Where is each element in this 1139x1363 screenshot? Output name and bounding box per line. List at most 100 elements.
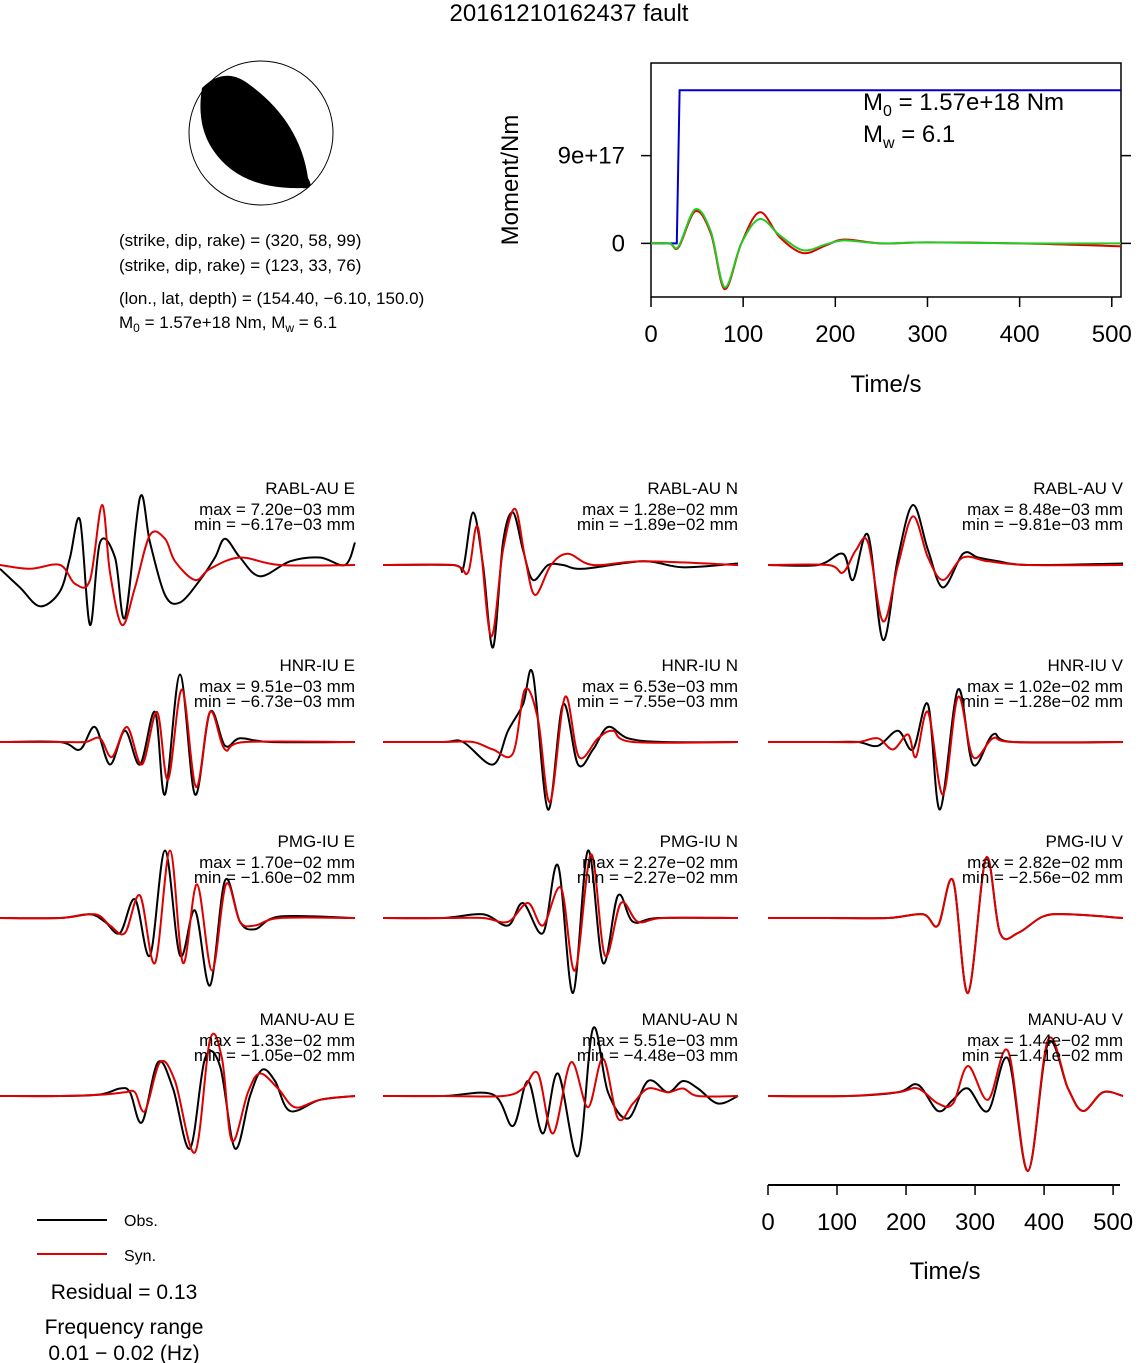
- max-amplitude: max = 2.82e−02 mm: [967, 853, 1123, 872]
- station-label: MANU-AU E: [260, 1010, 355, 1029]
- max-amplitude: max = 1.28e−02 mm: [582, 500, 738, 519]
- waveform-xlabel: Time/s: [909, 1258, 980, 1285]
- min-amplitude: min = −6.17e−03 mm: [194, 515, 355, 534]
- station-label: PMG-IU N: [660, 832, 738, 851]
- waveform-x-tick-label: 400: [1024, 1209, 1064, 1236]
- stf-x-tick-label: 400: [1000, 321, 1040, 348]
- mechanism-moment: M0 = 1.57e+18 Nm, Mw = 6.1: [119, 313, 337, 335]
- frequency-value: 0.01 − 0.02 (Hz): [48, 1342, 199, 1363]
- min-amplitude: min = −2.56e−02 mm: [962, 868, 1123, 887]
- max-amplitude: max = 8.48e−03 mm: [967, 500, 1123, 519]
- obs-trace: [382, 1026, 739, 1158]
- min-amplitude: min = −1.41e−02 mm: [962, 1046, 1123, 1065]
- obs-trace: [0, 494, 356, 627]
- beachball-compressional-quadrant: [200, 75, 311, 189]
- waveform-x-tick-label: 100: [817, 1209, 857, 1236]
- syn-trace: [382, 507, 739, 638]
- obs-trace: [0, 849, 356, 987]
- stf-ylabel: Moment/Nm: [497, 115, 524, 246]
- min-amplitude: min = −2.27e−02 mm: [577, 868, 738, 887]
- max-amplitude: max = 1.70e−02 mm: [199, 853, 355, 872]
- waveform-x-tick-label: 0: [761, 1209, 774, 1236]
- min-amplitude: min = −7.55e−03 mm: [577, 692, 738, 711]
- station-label: MANU-AU N: [642, 1010, 738, 1029]
- obs-trace: [767, 688, 1124, 811]
- station-label: MANU-AU V: [1028, 1010, 1124, 1029]
- station-label: RABL-AU E: [265, 479, 355, 498]
- stf-plot-frame: [650, 62, 1122, 298]
- figure-title: 20161210162437 fault: [450, 0, 689, 27]
- station-label: PMG-IU E: [278, 832, 355, 851]
- obs-trace: [0, 1049, 356, 1150]
- max-amplitude: max = 1.33e−02 mm: [199, 1031, 355, 1050]
- mechanism-plane2: (strike, dip, rake) = (123, 33, 76): [119, 256, 361, 275]
- mechanism-plane1: (strike, dip, rake) = (320, 58, 99): [119, 231, 361, 250]
- max-amplitude: max = 6.53e−03 mm: [582, 677, 738, 696]
- stf-x-tick-label: 300: [907, 321, 947, 348]
- max-amplitude: max = 1.44e−02 mm: [967, 1031, 1123, 1050]
- max-amplitude: max = 7.20e−03 mm: [199, 500, 355, 519]
- obs-trace: [382, 511, 739, 649]
- stf-mw-annotation: Mw = 6.1: [863, 121, 955, 152]
- waveform-time-axis: 0 100 200 300 400 500: [761, 1184, 1133, 1236]
- min-amplitude: min = −1.05e−02 mm: [194, 1046, 355, 1065]
- min-amplitude: min = −4.48e−03 mm: [577, 1046, 738, 1065]
- min-amplitude: min = −1.28e−02 mm: [962, 692, 1123, 711]
- station-label: RABL-AU N: [647, 479, 738, 498]
- obs-trace: [0, 673, 356, 796]
- syn-trace: [767, 515, 1124, 623]
- waveform-x-tick-label: 200: [886, 1209, 926, 1236]
- syn-trace: [767, 695, 1124, 796]
- min-amplitude: min = −1.60e−02 mm: [194, 868, 355, 887]
- syn-trace: [382, 687, 739, 804]
- obs-trace: [382, 669, 739, 811]
- stf-m0-annotation: M0 = 1.57e+18 Nm: [863, 89, 1064, 120]
- station-label: HNR-IU N: [662, 656, 739, 675]
- stf-xlabel: Time/s: [850, 371, 921, 398]
- max-amplitude: max = 5.51e−03 mm: [582, 1031, 738, 1050]
- waveform-x-tick-label: 300: [955, 1209, 995, 1236]
- stf-y-tick-label: 9e+17: [558, 143, 625, 170]
- residual-text: Residual = 0.13: [51, 1281, 198, 1304]
- syn-trace: [768, 856, 1124, 995]
- beachball: [188, 60, 334, 206]
- syn-trace: [0, 503, 356, 627]
- legend-obs-label: Obs.: [124, 1213, 158, 1230]
- syn-trace: [767, 1036, 1124, 1173]
- syn-trace: [383, 853, 739, 972]
- stf-x-tick-label: 100: [723, 321, 763, 348]
- max-amplitude: max = 9.51e−03 mm: [199, 677, 355, 696]
- stf-x-tick-label: 0: [644, 321, 657, 348]
- mechanism-location: (lon., lat, depth) = (154.40, −6.10, 150…: [119, 289, 424, 308]
- syn-trace: [0, 1032, 356, 1154]
- legend-syn-label: Syn.: [124, 1248, 156, 1265]
- station-label: HNR-IU V: [1047, 656, 1123, 675]
- obs-trace: [767, 503, 1124, 642]
- stf-series-line: [650, 208, 1122, 289]
- stf-y-tick-label: 0: [612, 230, 625, 257]
- max-amplitude: max = 1.02e−02 mm: [967, 677, 1123, 696]
- frequency-label: Frequency range: [45, 1316, 204, 1339]
- station-label: PMG-IU V: [1046, 832, 1124, 851]
- max-amplitude: max = 2.27e−02 mm: [582, 853, 738, 872]
- min-amplitude: min = −1.89e−02 mm: [577, 515, 738, 534]
- syn-trace: [382, 1057, 739, 1135]
- station-label: HNR-IU E: [279, 656, 355, 675]
- min-amplitude: min = −9.81e−03 mm: [962, 515, 1123, 534]
- waveform-x-tick-label: 500: [1093, 1209, 1133, 1236]
- station-label: RABL-AU V: [1033, 479, 1123, 498]
